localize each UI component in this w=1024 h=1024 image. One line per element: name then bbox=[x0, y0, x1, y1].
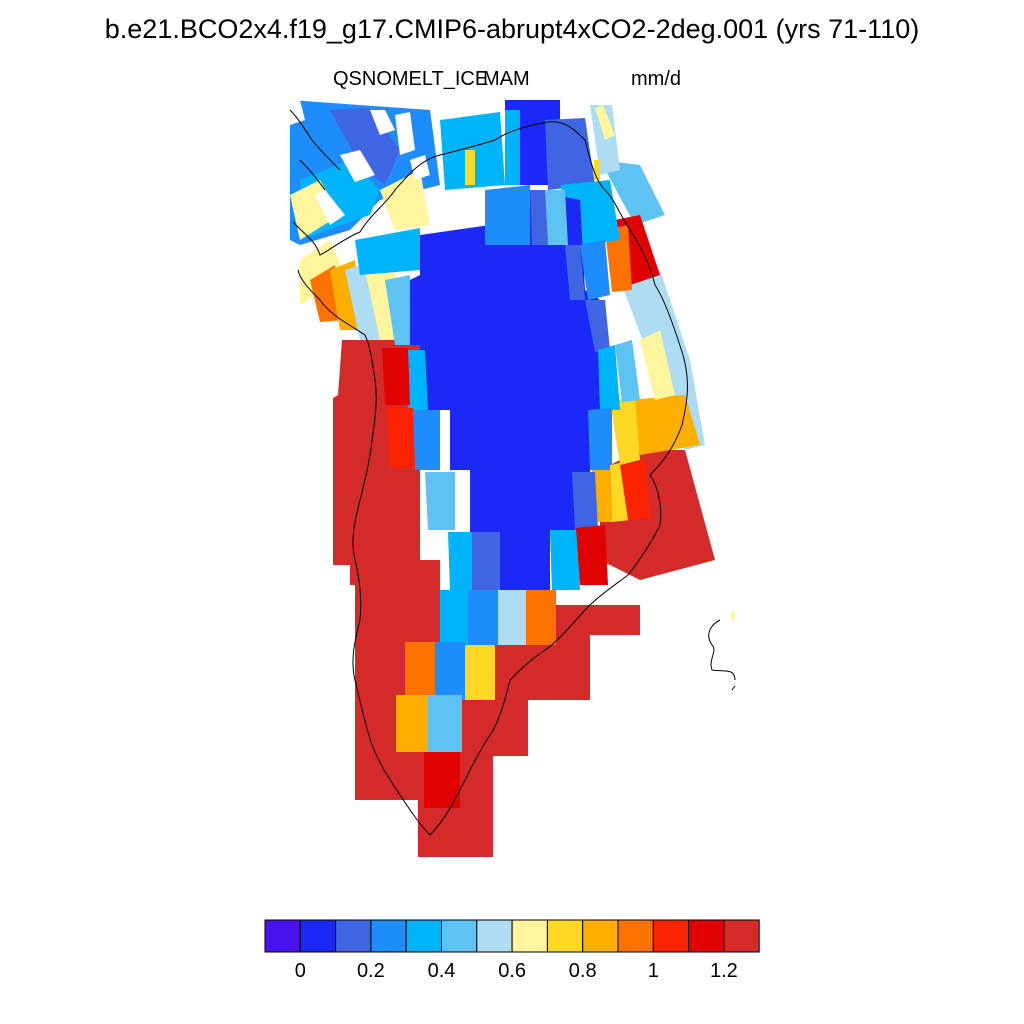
map-cell bbox=[428, 695, 462, 752]
map-cell bbox=[572, 472, 598, 530]
map-cell bbox=[731, 612, 735, 620]
colorbar-swatch bbox=[617, 919, 654, 953]
colorbar-swatch bbox=[652, 919, 690, 953]
map-cell bbox=[565, 245, 585, 300]
ocean-gap bbox=[315, 190, 345, 225]
map-cell bbox=[615, 340, 640, 402]
map-cell bbox=[355, 228, 420, 275]
map-cell bbox=[382, 348, 410, 405]
colorbar-tick-label: 1 bbox=[647, 960, 659, 982]
map-cell bbox=[465, 150, 475, 185]
units-label: mm/d bbox=[631, 68, 681, 90]
map-cell bbox=[550, 530, 580, 590]
map-cell bbox=[405, 350, 428, 410]
map-cell bbox=[472, 532, 500, 590]
season-label: MAM bbox=[483, 68, 530, 90]
colorbar-tick-label: 0 bbox=[294, 960, 306, 982]
coastline-path bbox=[708, 619, 736, 691]
map-cell bbox=[630, 395, 700, 455]
coastline bbox=[289, 109, 736, 836]
map-cell bbox=[412, 410, 440, 470]
colorbar-swatch bbox=[511, 919, 548, 953]
colorbar-swatch bbox=[405, 919, 443, 953]
map-cell bbox=[588, 408, 612, 470]
colorbar-swatch bbox=[688, 919, 725, 953]
map-cell bbox=[396, 695, 428, 752]
colorbar-swatch bbox=[582, 919, 619, 953]
colorbar-swatch bbox=[441, 919, 478, 953]
coastline-path bbox=[289, 109, 341, 191]
ocean-gaps bbox=[290, 100, 430, 225]
map-cell bbox=[576, 525, 608, 585]
colorbar-swatch bbox=[723, 919, 760, 953]
map-cell bbox=[545, 190, 568, 245]
map-cell bbox=[468, 590, 500, 645]
map-cell bbox=[498, 590, 528, 645]
map-cell bbox=[385, 275, 412, 345]
map-cell bbox=[505, 110, 520, 185]
colorbar-tick-label: 0.4 bbox=[427, 960, 456, 982]
map-cell bbox=[440, 590, 470, 645]
map-cell bbox=[410, 190, 605, 590]
map-cell bbox=[465, 645, 495, 700]
map-cell bbox=[380, 170, 430, 230]
map-cell bbox=[387, 408, 415, 468]
colorbar-swatch bbox=[476, 919, 513, 953]
colorbar-swatches bbox=[264, 919, 760, 953]
map-cell bbox=[405, 642, 435, 700]
map-cell bbox=[545, 118, 595, 190]
ocean-gap bbox=[290, 100, 305, 125]
map-cell bbox=[620, 460, 650, 520]
colorbar-swatch bbox=[370, 919, 407, 953]
colorbar-tick-label: 0.2 bbox=[356, 960, 385, 982]
colorbar-tick-label: 0.6 bbox=[498, 960, 526, 982]
colorbar-swatch bbox=[299, 919, 337, 953]
map-cell bbox=[640, 330, 675, 400]
map-cell bbox=[598, 345, 620, 410]
map-cell bbox=[425, 472, 455, 530]
colorbar-swatch bbox=[546, 919, 584, 953]
map-cell bbox=[592, 470, 612, 522]
colorbar-swatch bbox=[264, 919, 301, 953]
coastline-path bbox=[292, 121, 688, 836]
map-cell bbox=[530, 190, 548, 245]
map-cell bbox=[448, 532, 475, 590]
ocean-gap bbox=[340, 150, 375, 182]
map-cell bbox=[580, 240, 610, 300]
map-cell bbox=[605, 225, 632, 292]
map-cell bbox=[600, 160, 665, 225]
ocean-gap bbox=[370, 110, 395, 135]
colorbar-tick-label: 1.2 bbox=[709, 960, 738, 982]
map-cell bbox=[435, 642, 465, 700]
map-cell bbox=[526, 590, 556, 645]
figure-title: b.e21.BCO2x4.f19_g17.CMIP6-abrupt4xCO2-2… bbox=[104, 14, 920, 44]
map-cell bbox=[585, 300, 610, 352]
map-cell bbox=[610, 398, 640, 465]
map-cell bbox=[485, 185, 530, 245]
variable-label: QSNOMELT_ICE bbox=[333, 68, 489, 90]
map-cell bbox=[595, 105, 615, 140]
map-cell bbox=[424, 752, 460, 808]
ocean-gap bbox=[395, 112, 415, 155]
colorbar-swatch bbox=[335, 919, 372, 953]
colorbar-tick-label: 0.8 bbox=[568, 960, 597, 982]
